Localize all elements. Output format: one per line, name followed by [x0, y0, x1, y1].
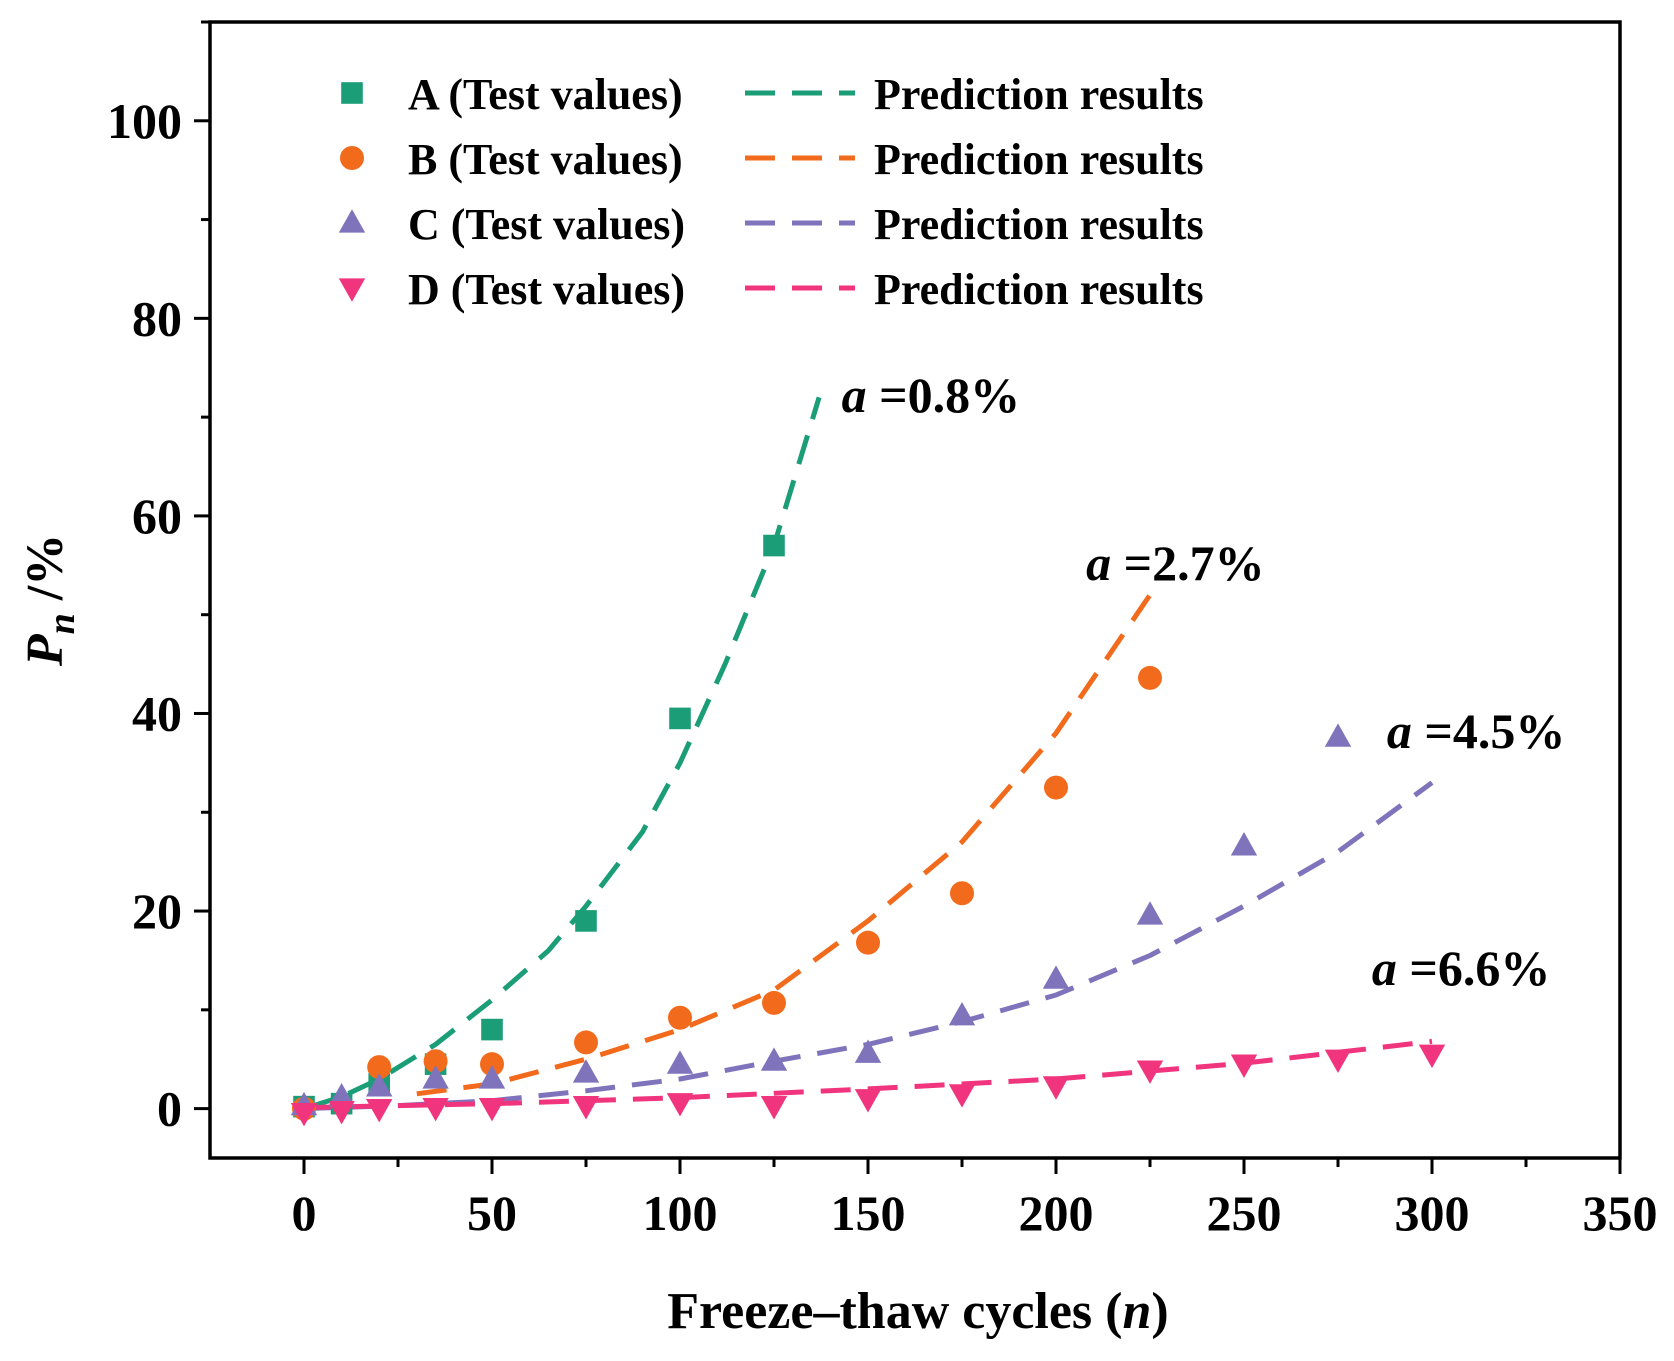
data-point-c — [948, 1001, 976, 1026]
data-point-d — [1042, 1076, 1070, 1100]
legend-marker-a — [341, 82, 363, 104]
data-point-c — [1324, 723, 1352, 747]
legend-label-prediction-b: Prediction results — [874, 135, 1204, 184]
data-point-c — [366, 1073, 393, 1097]
data-point-b — [367, 1055, 392, 1080]
data-point-d — [328, 1100, 355, 1125]
y-tick-label: 100 — [107, 93, 182, 149]
data-point-d — [1230, 1054, 1258, 1078]
data-point-c — [572, 1059, 600, 1083]
legend-marker-c — [338, 209, 366, 233]
legend-marker-b — [340, 146, 364, 170]
data-point-d — [666, 1093, 694, 1117]
data-point-d — [422, 1098, 449, 1122]
data-point-b — [423, 1049, 448, 1074]
annotation-label: a =6.6% — [1372, 940, 1551, 996]
data-point-b — [480, 1052, 504, 1077]
y-tick-label: 80 — [132, 290, 182, 346]
legend-label-prediction-c: Prediction results — [874, 200, 1204, 249]
data-point-a — [575, 910, 597, 932]
annotation-variable: a — [1387, 703, 1412, 759]
data-point-d — [1418, 1044, 1446, 1069]
legend-label-test-d: D (Test values) — [408, 265, 685, 314]
prediction-lines — [303, 396, 1434, 1112]
data-point-b — [1138, 665, 1162, 690]
legend-label-prediction-a: Prediction results — [874, 70, 1204, 119]
x-axis-title: Freeze–thaw cycles (n) — [667, 1283, 1169, 1340]
data-point-d — [948, 1084, 976, 1108]
annotation-label: a =0.8% — [842, 367, 1021, 423]
x-tick-label: 200 — [1019, 1185, 1094, 1241]
data-point-d — [478, 1098, 506, 1122]
data-point-c — [1136, 901, 1164, 925]
annotation-variable: a — [842, 367, 867, 423]
data-point-d — [1324, 1049, 1352, 1074]
plot-border — [208, 20, 1622, 1160]
x-tick-label: 100 — [643, 1185, 718, 1241]
annotation-value: =2.7% — [1111, 535, 1265, 591]
data-point-d — [290, 1102, 318, 1127]
data-point-d — [366, 1099, 393, 1123]
annotations: a =0.8%a =2.7%a =4.5%a =6.6% — [842, 367, 1566, 996]
data-point-b — [762, 990, 786, 1015]
data-point-a — [763, 534, 785, 557]
data-point-d — [854, 1089, 882, 1113]
prediction-line-b — [416, 593, 1153, 1097]
y-tick-label: 20 — [132, 883, 182, 939]
y-axis-title-subscript: n — [41, 613, 83, 634]
y-axis-title: Pn /% — [17, 534, 83, 667]
data-point-c — [666, 1050, 694, 1074]
x-tick-label: 50 — [467, 1185, 517, 1241]
x-axis-title-main: Freeze–thaw cycles ( — [667, 1283, 1122, 1340]
test-points — [290, 534, 1446, 1127]
data-point-b — [574, 1030, 598, 1055]
data-point-c — [760, 1047, 788, 1071]
data-point-d — [1136, 1060, 1164, 1084]
annotation-variable: a — [1086, 535, 1111, 591]
data-point-a — [669, 707, 691, 730]
y-tick-label: 60 — [132, 488, 182, 544]
y-axis-title-unit: /% — [17, 534, 74, 613]
data-point-d — [572, 1096, 600, 1120]
data-point-b — [856, 930, 880, 955]
data-point-c — [328, 1082, 355, 1107]
data-point-c — [1230, 832, 1258, 856]
annotation-label: a =2.7% — [1086, 535, 1265, 591]
x-axis-title-variable: n — [1123, 1283, 1152, 1340]
annotation-value: =6.6% — [1397, 940, 1551, 996]
data-point-a — [481, 1018, 503, 1041]
legend-label-test-c: C (Test values) — [408, 200, 685, 249]
y-tick-label: 0 — [157, 1081, 182, 1137]
data-point-b — [950, 881, 974, 906]
data-point-c — [1042, 965, 1070, 989]
x-axis-ticks: 0 50 100 150 200 250 300 350 — [292, 1158, 1658, 1241]
x-tick-label: 300 — [1395, 1185, 1470, 1241]
legend-label-test-a: A (Test values) — [408, 70, 683, 119]
legend: A (Test values) Prediction results B (Test… — [338, 70, 1204, 314]
x-axis-title-close: ) — [1151, 1283, 1168, 1340]
x-tick-label: 250 — [1207, 1185, 1282, 1241]
data-point-b — [1044, 775, 1068, 800]
y-axis-title-symbol: P — [17, 633, 74, 667]
data-point-c — [478, 1065, 506, 1089]
legend-label-test-b: B (Test values) — [408, 135, 683, 184]
y-tick-label: 40 — [132, 685, 182, 741]
annotation-label: a =4.5% — [1387, 703, 1566, 759]
annotation-value: =0.8% — [867, 367, 1021, 423]
y-axis-ticks: 0 20 40 60 80 100 — [107, 20, 210, 1137]
legend-label-prediction-d: Prediction results — [874, 265, 1204, 314]
x-tick-label: 0 — [292, 1185, 317, 1241]
data-point-c — [854, 1039, 882, 1063]
x-tick-label: 150 — [831, 1185, 906, 1241]
legend-marker-d — [338, 278, 366, 302]
plot-frame — [208, 20, 1622, 1160]
data-point-d — [760, 1096, 788, 1120]
data-point-c — [422, 1065, 449, 1089]
x-tick-label: 350 — [1583, 1185, 1658, 1241]
data-point-b — [668, 1005, 692, 1030]
annotation-variable: a — [1372, 940, 1397, 996]
annotation-value: =4.5% — [1412, 703, 1566, 759]
